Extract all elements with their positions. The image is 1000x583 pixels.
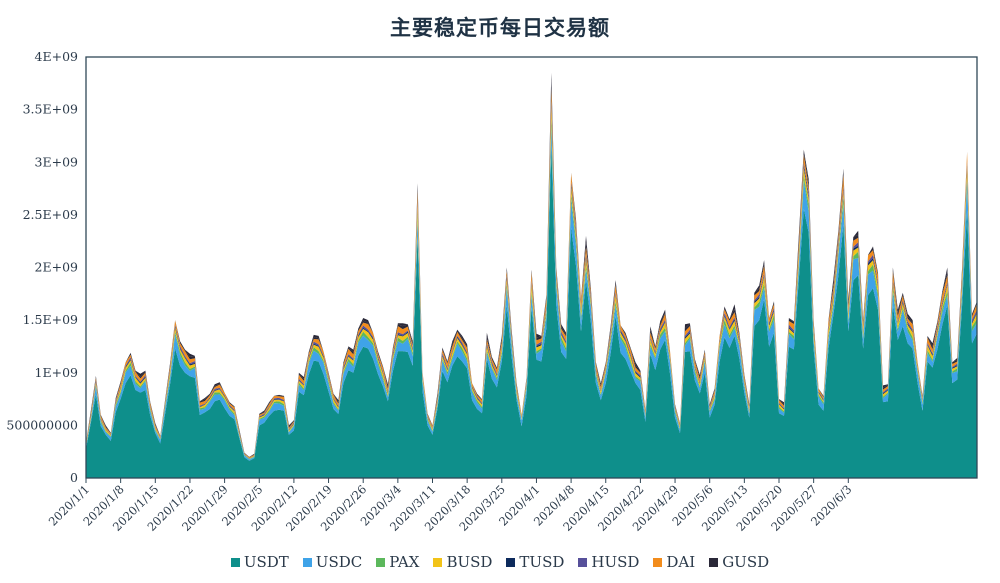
y-tick-label: 1E+09 [35,365,79,380]
y-tick-label: 0 [70,470,78,485]
legend-item-busd: BUSD [433,553,492,571]
legend-swatch-icon [709,557,719,567]
chart-title: 主要稳定币每日交易额 [390,16,610,40]
legend-label: USDT [243,553,289,571]
legend-swatch-icon [433,557,443,567]
legend-item-tusd: TUSD [506,553,564,571]
legend-item-husd: HUSD [578,553,639,571]
legend-item-pax: PAX [376,553,419,571]
chart-legend: USDT USDC PAX BUSD TUSD HUSD DAI GUSD [0,553,1000,571]
legend-swatch-icon [230,557,240,567]
legend-label: PAX [389,553,420,571]
legend-swatch-icon [506,557,516,567]
legend-label: DAI [666,553,696,571]
legend-swatch-icon [376,557,386,567]
y-axis: 0 500000000 1E+09 1.5E+09 2E+09 2.5E+09 3E+09 3… [6,49,78,485]
y-tick-label: 3.5E+09 [23,102,78,117]
y-tick-label: 2E+09 [35,260,79,275]
legend-label: TUSD [519,553,565,571]
y-tick-label: 4E+09 [35,49,79,64]
area-husd [86,101,977,459]
legend-item-dai: DAI [653,553,695,571]
area-usdt [86,145,977,478]
legend-item-gusd: GUSD [709,553,769,571]
area-dai [86,88,977,459]
x-axis: 2020/1/12020/1/82020/1/152020/1/222020/1… [46,478,854,534]
legend-swatch-icon [653,557,663,567]
legend-item-usdt: USDT [230,553,289,571]
y-tick-label: 2.5E+09 [23,207,78,222]
y-tick-label: 3E+09 [35,154,79,169]
legend-label: USDC [315,553,363,571]
chart-areas [86,72,977,478]
legend-swatch-icon [302,557,312,567]
plot-frame [85,56,978,479]
legend-swatch-icon [578,557,588,567]
y-tick-label: 500000000 [6,417,78,432]
y-tick-label: 1.5E+09 [23,312,78,327]
legend-label: BUSD [446,553,493,571]
legend-item-usdc: USDC [302,553,363,571]
legend-label: GUSD [722,553,770,571]
legend-label: HUSD [591,553,640,571]
